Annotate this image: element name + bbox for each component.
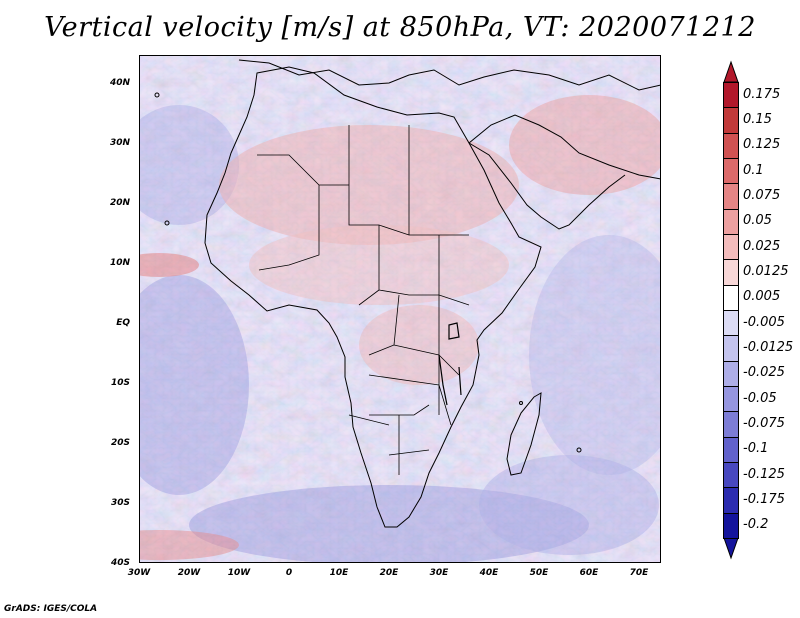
- y-tick-label: 40N: [109, 78, 130, 88]
- colorbar-swatch: [723, 132, 739, 159]
- colorbar-label: -0.05: [743, 390, 777, 406]
- x-tick-label: 70E: [629, 568, 649, 578]
- coastlines-and-borders: [204, 59, 661, 528]
- colorbar-label: -0.075: [743, 416, 785, 431]
- colorbar-label: -0.0125: [743, 340, 794, 355]
- plot-frame: [139, 55, 661, 563]
- x-tick-label: 30E: [429, 568, 449, 578]
- footer-credit: GrADS: IGES/COLA: [4, 604, 98, 614]
- colorbar-swatch: [723, 107, 739, 134]
- colorbar-swatch: [723, 82, 739, 109]
- y-tick-label: EQ: [116, 318, 130, 328]
- africa-coastline: [204, 66, 542, 528]
- x-tick-label: 40E: [479, 568, 499, 578]
- islands: [154, 92, 582, 453]
- colorbar-swatch: [723, 234, 739, 261]
- colorbar-label: -0.175: [743, 492, 785, 507]
- x-tick-label: 10W: [227, 568, 251, 578]
- y-tick-label: 30N: [109, 138, 130, 148]
- y-tick-label: 20N: [109, 198, 130, 208]
- colorbar-legend: 0.175 0.15 0.125 0.1 0.075 0.05 0.025 0.0125 0.0…: [721, 60, 800, 560]
- mediterranean-north: [238, 59, 661, 91]
- colorbar-swatch: [723, 284, 739, 311]
- colorbar-swatch: [723, 183, 739, 210]
- chart-title: Vertical velocity [m/s] at 850hPa, VT: 2…: [44, 12, 756, 43]
- colorbar-label: 0.05: [743, 213, 772, 229]
- colorbar-label: 0.075: [743, 188, 781, 203]
- x-tick-label: 0: [285, 568, 293, 578]
- y-tick-label: 10N: [109, 258, 130, 268]
- colorbar-label: 0.005: [743, 289, 781, 305]
- colorbar-label: -0.005: [743, 314, 785, 330]
- colorbar-swatch: [723, 411, 739, 438]
- colorbar-label: 0.025: [743, 238, 781, 254]
- colorbar-label: 0.125: [743, 137, 781, 153]
- madagascar: [506, 392, 542, 476]
- x-tick-label: 30W: [127, 568, 151, 578]
- colorbar-swatch: [723, 158, 739, 185]
- colorbar-label: 0.15: [743, 112, 772, 127]
- colorbar-label: 0.1: [743, 162, 764, 178]
- colorbar-top-arrow: [723, 60, 739, 83]
- colorbar-bottom-arrow: [723, 537, 739, 560]
- x-tick-label: 10E: [329, 568, 349, 578]
- colorbar-swatch: [723, 487, 739, 514]
- colorbar-swatch: [723, 310, 739, 337]
- colorbar-swatch: [723, 208, 739, 235]
- colorbar-label: 0.0125: [743, 264, 789, 279]
- colorbar-label: -0.025: [743, 365, 785, 381]
- colorbar-label: 0.175: [743, 86, 781, 102]
- colorbar-swatch: [723, 512, 739, 539]
- colorbar-label: -0.2: [743, 517, 769, 533]
- colorbar-swatch: [723, 462, 739, 489]
- colorbar-label: -0.125: [743, 466, 785, 482]
- colorbar-label: -0.1: [743, 441, 769, 457]
- y-tick-label: 10S: [110, 378, 130, 388]
- x-tick-label: 20E: [379, 568, 399, 578]
- colorbar-swatch: [723, 335, 739, 362]
- y-tick-label: 40S: [110, 558, 130, 568]
- borders: [257, 125, 470, 475]
- fine-structure: [139, 55, 661, 563]
- arabia-coastline: [468, 114, 661, 230]
- y-tick-label: 20S: [110, 438, 130, 448]
- x-tick-label: 50E: [529, 568, 549, 578]
- colorbar-swatch: [723, 259, 739, 286]
- y-tick-label: 30S: [110, 498, 130, 508]
- colorbar-swatch: [723, 436, 739, 463]
- x-tick-label: 60E: [579, 568, 599, 578]
- colorbar-swatch: [723, 360, 739, 387]
- map-plot: [139, 55, 661, 563]
- lakes: [438, 322, 462, 406]
- colorbar-swatch: [723, 386, 739, 413]
- x-tick-label: 20W: [177, 568, 201, 578]
